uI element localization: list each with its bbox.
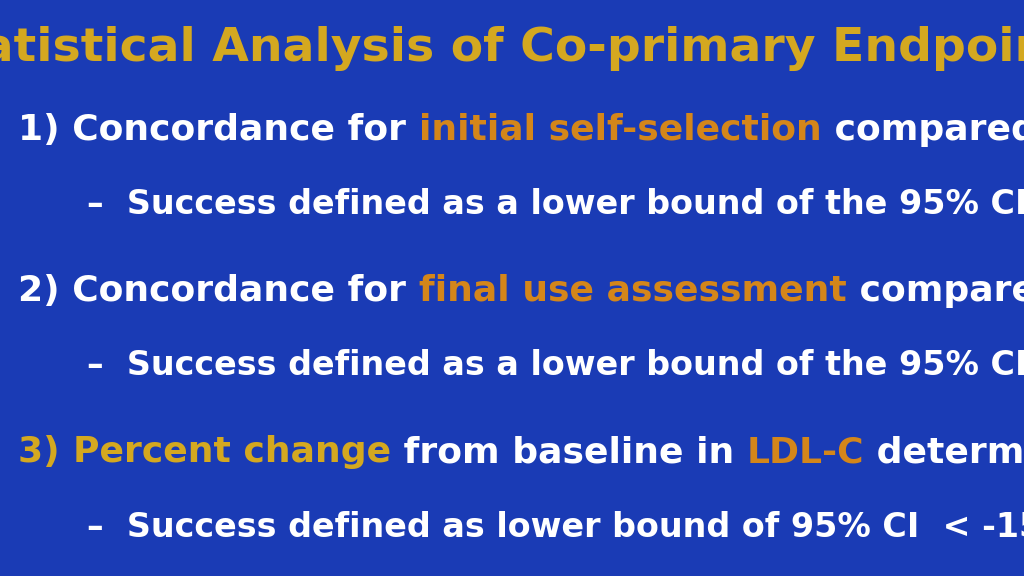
Text: –  Success defined as lower bound of 95% CI  < -15%: – Success defined as lower bound of 95% … (87, 510, 1024, 544)
Text: compared:: compared: (822, 112, 1024, 147)
Text: determined:: determined: (864, 435, 1024, 469)
Text: –  Success defined as a lower bound of the 95% CI >85%: – Success defined as a lower bound of th… (87, 188, 1024, 221)
Text: initial self-selection: initial self-selection (419, 112, 822, 147)
Text: LDL-C: LDL-C (746, 435, 864, 469)
Text: –  Success defined as a lower bound of the 95% CI >85%: – Success defined as a lower bound of th… (87, 349, 1024, 382)
Text: Percent change: Percent change (73, 435, 391, 469)
Text: compared:: compared: (847, 274, 1024, 308)
Text: from baseline in: from baseline in (391, 435, 746, 469)
Text: 3): 3) (18, 435, 73, 469)
Text: final use assessment: final use assessment (419, 274, 847, 308)
Text: 2) Concordance for: 2) Concordance for (18, 274, 419, 308)
Text: 1) Concordance for: 1) Concordance for (18, 112, 419, 147)
Text: Statistical Analysis of Co-primary Endpoints: Statistical Analysis of Co-primary Endpo… (0, 26, 1024, 71)
